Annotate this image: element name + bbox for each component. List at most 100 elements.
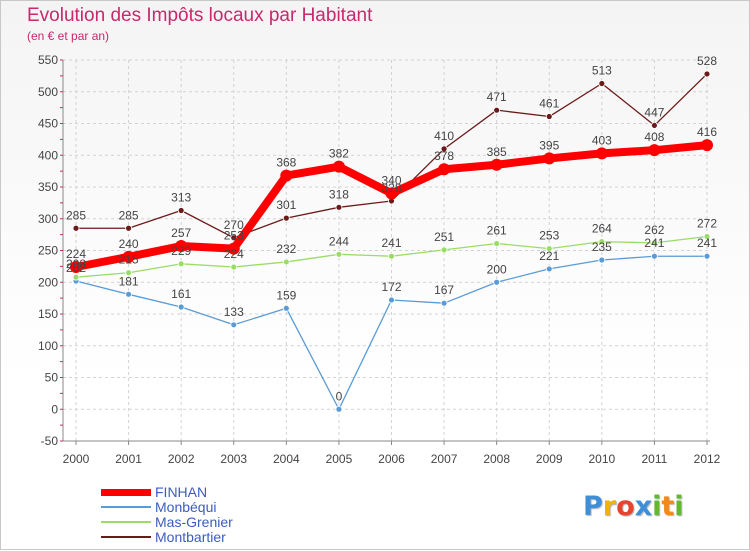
data-label: 416	[697, 125, 717, 139]
data-point	[332, 160, 345, 173]
data-label: 382	[329, 147, 349, 161]
data-label: 229	[171, 244, 191, 258]
y-tick-label: -50	[41, 434, 59, 448]
data-label: 221	[539, 249, 559, 263]
x-tick-label: 2006	[378, 452, 405, 466]
data-label: 313	[171, 190, 191, 204]
data-point	[177, 260, 185, 268]
y-tick-label: 350	[38, 180, 58, 194]
data-point	[598, 238, 606, 246]
x-tick-label: 2008	[483, 452, 510, 466]
data-label: 253	[539, 229, 559, 243]
data-label: 0	[336, 389, 343, 403]
data-label: 235	[592, 240, 612, 254]
data-point	[388, 296, 395, 304]
data-point	[230, 263, 238, 271]
data-label: 328	[381, 181, 401, 195]
data-label: 224	[224, 247, 244, 261]
x-tick-label: 2002	[168, 452, 195, 466]
data-point	[440, 145, 448, 153]
data-point	[598, 256, 606, 264]
data-label: 264	[592, 222, 612, 236]
data-point	[440, 299, 448, 307]
data-label: 340	[381, 173, 401, 187]
x-tick-label: 2004	[273, 452, 300, 466]
chart-title: Evolution des Impôts locaux par Habitant	[27, 5, 373, 26]
data-label: 270	[224, 218, 244, 232]
series-finhan	[70, 139, 713, 274]
data-point	[70, 261, 82, 274]
logo-letter: o	[616, 491, 635, 522]
legend-swatch	[101, 521, 151, 523]
x-tick-label: 2005	[326, 452, 353, 466]
data-label: 285	[119, 208, 139, 222]
data-label: 200	[487, 262, 507, 276]
data-label: 378	[434, 149, 454, 163]
y-tick-label: 50	[45, 371, 59, 385]
data-label: 161	[171, 287, 191, 301]
data-label: 224	[66, 247, 86, 261]
data-point	[651, 122, 658, 129]
x-tick-label: 2003	[220, 452, 247, 466]
data-label: 408	[644, 130, 664, 144]
y-tick-label: 550	[38, 53, 58, 67]
logo-letter: t	[661, 491, 675, 522]
chart-subtitle: (en € et par an)	[27, 29, 110, 43]
data-point	[280, 169, 293, 182]
legend-label: Montbartier	[155, 529, 226, 545]
series-mas-grenier	[72, 233, 711, 281]
data-label: 181	[119, 274, 139, 288]
logo-letter: x	[634, 491, 653, 522]
data-label: 301	[276, 198, 296, 212]
data-label: 244	[329, 234, 349, 248]
x-tick-label: 2010	[588, 452, 615, 466]
data-label: 262	[644, 223, 664, 237]
data-label: 410	[434, 129, 454, 143]
x-tick-label: 2007	[431, 452, 458, 466]
data-point	[125, 224, 132, 232]
proxiti-logo: Proxiti	[583, 491, 684, 522]
data-point	[227, 242, 240, 255]
data-point	[388, 252, 395, 260]
x-tick-label: 2012	[694, 452, 721, 466]
data-label: 403	[592, 133, 612, 147]
data-point	[651, 252, 658, 260]
data-label: 172	[381, 280, 401, 294]
legend-label: Mas-Grenier	[155, 514, 233, 530]
y-minor-ticks	[60, 59, 63, 442]
data-point	[177, 303, 185, 311]
y-tick-label: 0	[51, 402, 58, 416]
data-point	[545, 245, 553, 252]
x-tick-label: 2000	[63, 452, 90, 466]
data-point	[177, 207, 185, 214]
x-tick-label: 2011	[642, 452, 668, 466]
data-label: 368	[276, 156, 296, 170]
data-point	[651, 239, 658, 247]
data-label: 133	[224, 305, 244, 319]
data-point	[122, 250, 135, 263]
data-point	[493, 240, 501, 247]
data-label: 241	[381, 236, 401, 250]
data-labels: 208 215 229 224 232 244 241 251 261 253 264 262 272	[66, 217, 717, 272]
data-label: 208	[66, 257, 86, 271]
data-point	[595, 147, 608, 160]
data-label: 202	[66, 261, 86, 275]
data-labels: 202 181 161 133 159 0 172 167 200 221 235 241 241	[66, 236, 717, 403]
data-label: 253	[224, 229, 244, 243]
data-label: 232	[276, 242, 296, 256]
data-point	[175, 240, 188, 253]
data-label: 241	[644, 236, 664, 250]
data-label: 261	[487, 224, 507, 238]
data-label: 272	[697, 217, 717, 231]
y-tick-label: 400	[38, 148, 58, 162]
data-point	[703, 70, 711, 78]
y-tick-label: 500	[38, 85, 58, 99]
legend-swatch	[101, 506, 151, 508]
data-label: 528	[697, 54, 717, 68]
legend-label: Monbéqui	[155, 499, 217, 515]
legend-item: Monbéqui	[101, 499, 361, 515]
data-labels: 224 240 257 253 368 382 340 378 385 395 403 408 416	[66, 125, 717, 261]
y-tick-label: 300	[38, 212, 58, 226]
